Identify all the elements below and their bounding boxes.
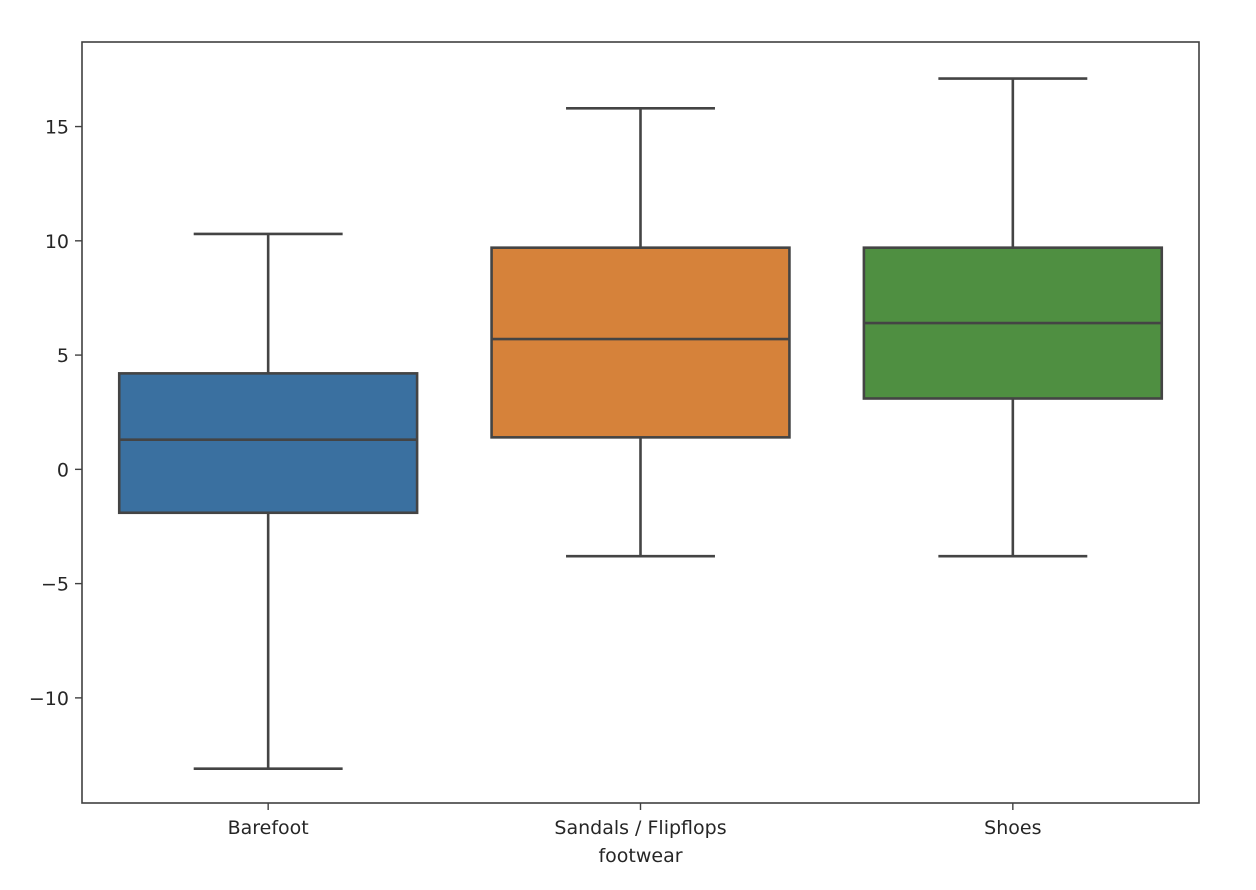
box-group-shoes — [862, 77, 1164, 558]
box-group-barefoot — [117, 232, 419, 771]
x-axis: Barefoot Sandals / Flipflops Shoes — [228, 803, 1041, 839]
x-tick-label: Shoes — [984, 817, 1041, 839]
box-iqr — [117, 372, 419, 515]
x-axis-label: footwear — [598, 845, 682, 867]
y-tick-label: 10 — [45, 231, 69, 253]
box-group-sandals-flipflops — [490, 106, 791, 558]
y-axis: −10 −5 0 5 10 15 — [29, 117, 82, 710]
y-tick-label: 0 — [57, 459, 69, 481]
y-tick-label: −10 — [29, 688, 69, 710]
y-tick-label: 5 — [57, 345, 69, 367]
x-tick-label: Sandals / Flipflops — [554, 817, 726, 839]
x-tick-label: Barefoot — [228, 817, 309, 839]
box-iqr — [490, 246, 791, 439]
boxes-layer — [117, 77, 1164, 771]
y-tick-label: 15 — [45, 117, 69, 139]
y-tick-label: −5 — [41, 574, 69, 596]
